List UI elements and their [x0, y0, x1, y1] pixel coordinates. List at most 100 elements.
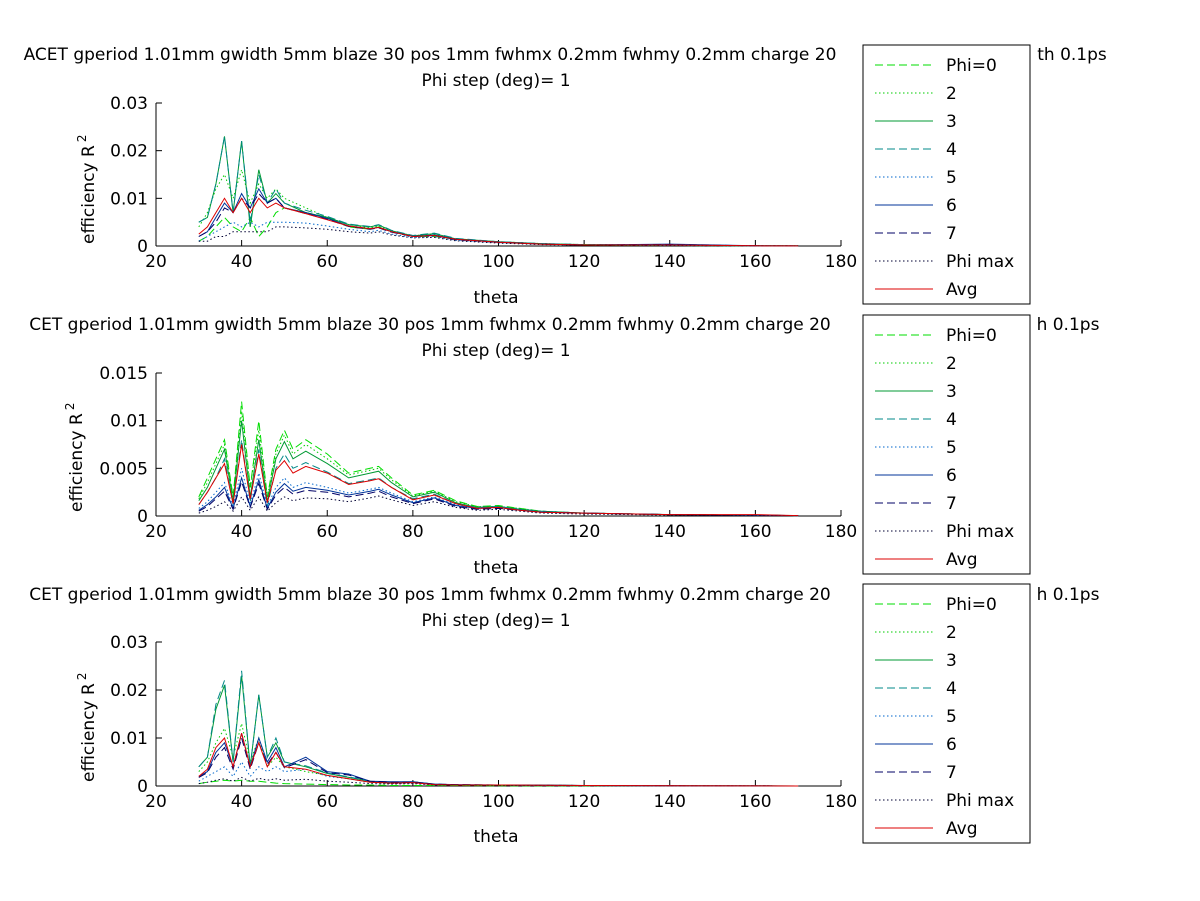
y-tick-label: 0: [137, 237, 148, 257]
subplot-3-ylabel-text: efficiency R: [79, 683, 99, 782]
legend-label: Avg: [946, 280, 978, 300]
x-tick-label: 160: [739, 252, 771, 272]
x-tick-label: 140: [654, 792, 686, 812]
y-tick-label: 0.02: [110, 681, 148, 701]
legend-label: 6: [946, 466, 957, 486]
x-tick-label: 20: [145, 252, 167, 272]
subplot-1-legend: Phi=0 2 3 4 5 6 7 Phi max Avg: [862, 44, 1031, 305]
legend-label: Phi max: [946, 791, 1014, 811]
legend-label: 2: [946, 84, 957, 104]
x-tick-label: 40: [231, 252, 253, 272]
series-line-9: [198, 733, 799, 787]
x-tick-label: 40: [231, 792, 253, 812]
legend-label: 6: [946, 735, 957, 755]
legend-label: Phi=0: [946, 595, 997, 615]
series-line-8: [198, 226, 799, 247]
x-tick-label: 80: [402, 252, 424, 272]
legend-label: 4: [946, 140, 957, 160]
subplot-3-xlabel: theta: [474, 827, 519, 847]
subplot-2: CET gperiod 1.01mm gwidth 5mm blaze 30 p…: [29, 314, 1100, 578]
legend-label: 2: [946, 623, 957, 643]
subplot-1: ACET gperiod 1.01mm gwidth 5mm blaze 30 …: [24, 44, 1107, 308]
x-tick-label: 60: [316, 792, 338, 812]
series-line-9: [198, 444, 799, 517]
legend-label: 6: [946, 196, 957, 216]
legend-label: Phi max: [946, 252, 1014, 272]
x-tick-label: 100: [482, 792, 514, 812]
y-tick-label: 0: [137, 777, 148, 797]
x-tick-label: 160: [739, 792, 771, 812]
x-tick-label: 120: [568, 252, 600, 272]
x-tick-label: 80: [402, 522, 424, 542]
legend-label: 2: [946, 354, 957, 374]
x-tick-label: 120: [568, 792, 600, 812]
subplot-3-title-tail: h 0.1ps: [1037, 585, 1100, 605]
subplot-2-ylabel: efficiency R 2: [63, 403, 87, 512]
series-line-2: [198, 723, 799, 787]
legend-box: [862, 583, 1031, 844]
subplot-2-ylabel-sup: 2: [63, 403, 77, 411]
y-tick-label: 0.03: [110, 94, 148, 114]
subplot-2-xlabel: theta: [474, 558, 519, 578]
series-line-8: [198, 495, 799, 517]
subplot-1-title-line2: Phi step (deg)= 1: [421, 71, 570, 91]
x-tick-label: 20: [145, 522, 167, 542]
legend-box: [862, 314, 1031, 575]
y-tick-label: 0: [137, 507, 148, 527]
legend-label: 7: [946, 224, 957, 244]
legend-label: 5: [946, 438, 957, 458]
subplot-3: CET gperiod 1.01mm gwidth 5mm blaze 30 p…: [29, 583, 1100, 847]
x-tick-label: 80: [402, 792, 424, 812]
subplot-2-plot-area: 20 40 60 80 100 120 140 160 180 0 0.005 0.01 0.015: [99, 364, 857, 542]
x-tick-label: 100: [482, 252, 514, 272]
series-line-1: [198, 779, 799, 787]
x-tick-label: 140: [654, 252, 686, 272]
subplot-1-xlabel: theta: [474, 288, 519, 308]
subplot-1-ylabel-text: efficiency R: [79, 145, 99, 244]
x-tick-label: 40: [231, 522, 253, 542]
series-line-4: [198, 439, 799, 517]
legend-label: 7: [946, 763, 957, 783]
subplot-1-ylabel: efficiency R 2: [75, 135, 99, 244]
y-tick-label: 0.01: [110, 729, 148, 749]
subplot-3-plot-area: 20 40 60 80 100 120 140 160 180 0 0.01 0.02 0.03: [110, 633, 857, 812]
subplot-2-legend: Phi=0 2 3 4 5 6 7 Phi max Avg: [862, 314, 1031, 575]
legend-label: Phi=0: [946, 56, 997, 76]
legend-box: [862, 44, 1031, 305]
legend-label: 3: [946, 112, 957, 132]
x-tick-label: 140: [654, 522, 686, 542]
series-line-5: [198, 468, 799, 517]
subplot-3-ylabel-sup: 2: [75, 673, 89, 681]
subplot-1-plot-area: 20 40 60 80 100 120 140 160 180 0 0.01 0.02 0.03: [110, 94, 857, 272]
legend-label: 4: [946, 679, 957, 699]
y-tick-label: 0.01: [110, 189, 148, 209]
subplot-3-ylabel: efficiency R 2: [75, 673, 99, 782]
legend-label: Avg: [946, 819, 978, 839]
x-tick-label: 180: [825, 522, 857, 542]
x-tick-label: 100: [482, 522, 514, 542]
series-line-9: [198, 197, 799, 247]
legend-label: 4: [946, 410, 957, 430]
x-tick-label: 60: [316, 522, 338, 542]
legend-label: Phi=0: [946, 326, 997, 346]
y-tick-label: 0.02: [110, 142, 148, 162]
subplot-3-title-line1: CET gperiod 1.01mm gwidth 5mm blaze 30 p…: [29, 585, 830, 605]
legend-label: 5: [946, 168, 957, 188]
subplot-3-title-line2: Phi step (deg)= 1: [421, 611, 570, 631]
x-tick-label: 180: [825, 792, 857, 812]
x-tick-label: 20: [145, 792, 167, 812]
subplot-1-title-line1: ACET gperiod 1.01mm gwidth 5mm blaze 30 …: [24, 45, 837, 65]
x-tick-label: 60: [316, 252, 338, 272]
subplot-2-ylabel-text: efficiency R: [67, 413, 87, 512]
y-tick-label: 0.03: [110, 633, 148, 653]
x-tick-label: 160: [739, 522, 771, 542]
series-line-7: [198, 480, 799, 517]
subplot-2-title-line2: Phi step (deg)= 1: [421, 341, 570, 361]
subplot-3-legend: Phi=0 2 3 4 5 6 7 Phi max Avg: [862, 583, 1031, 844]
subplot-2-title-line1: CET gperiod 1.01mm gwidth 5mm blaze 30 p…: [29, 315, 830, 335]
legend-label: 3: [946, 651, 957, 671]
y-tick-label: 0.01: [110, 412, 148, 432]
series-line-1: [198, 401, 799, 517]
subplot-1-title-tail: th 0.1ps: [1037, 45, 1107, 65]
